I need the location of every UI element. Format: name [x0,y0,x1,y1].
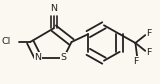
Text: F: F [133,57,138,66]
Text: F: F [147,48,152,57]
Text: N: N [50,4,57,13]
Text: S: S [61,53,67,62]
Text: N: N [35,53,42,62]
Text: F: F [147,29,152,38]
Text: Cl: Cl [1,37,11,47]
